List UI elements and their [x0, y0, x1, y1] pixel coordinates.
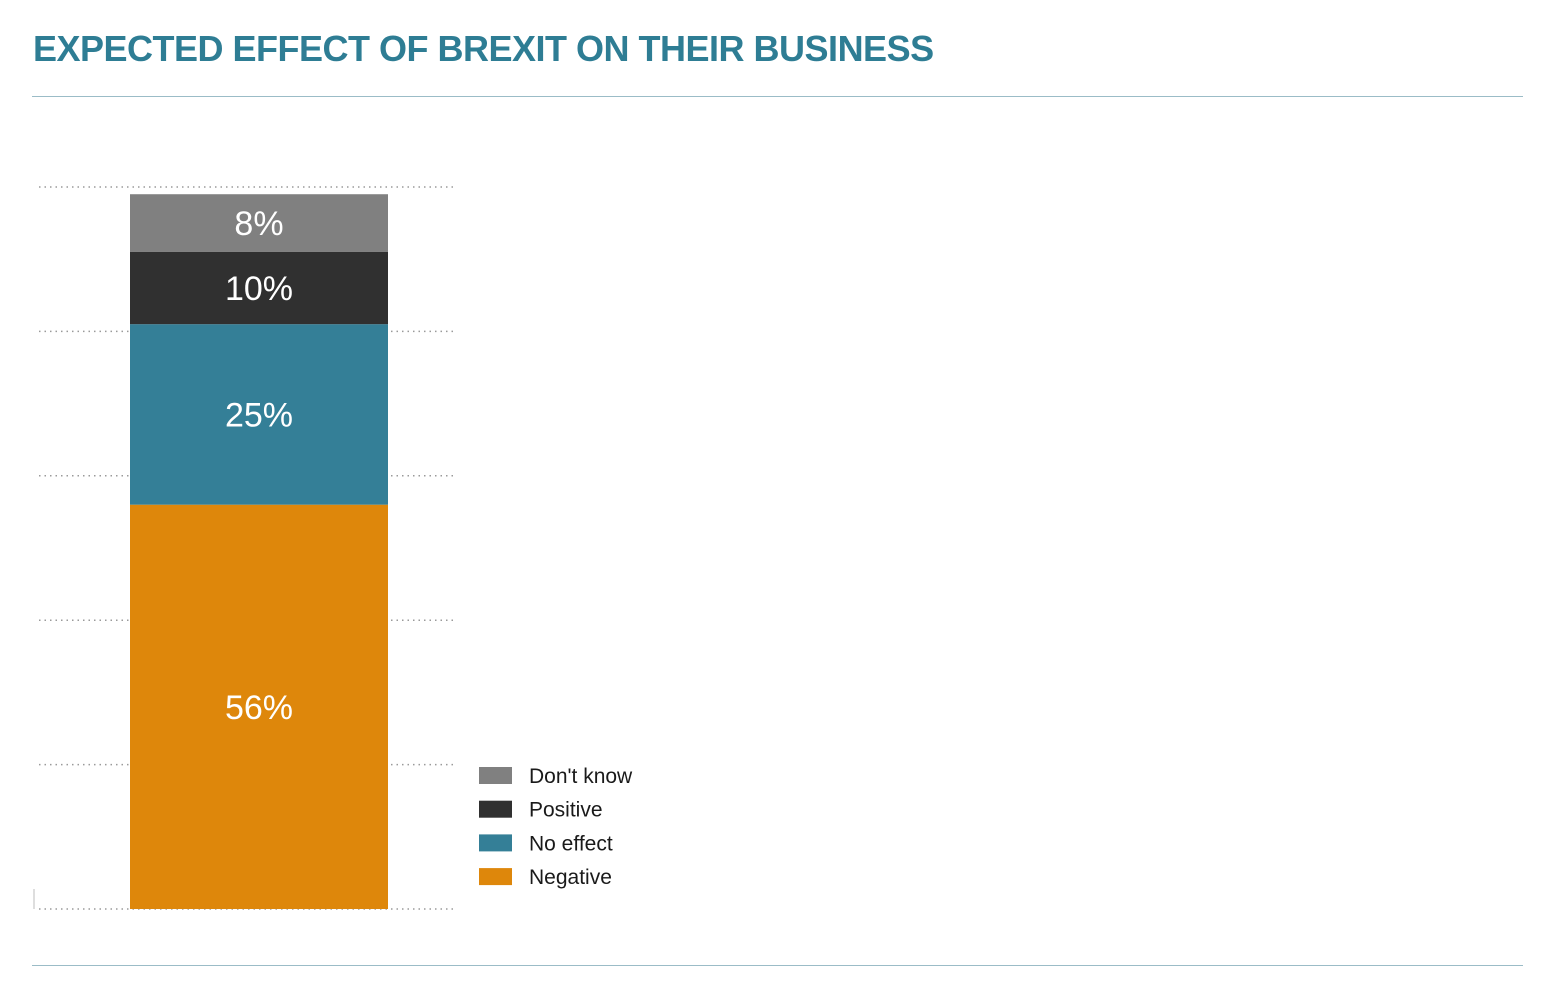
legend-swatch: [479, 800, 512, 818]
bar-segments: [130, 194, 388, 909]
legend-label: Negative: [529, 866, 612, 889]
bar-segment-negative: [130, 504, 388, 909]
bar-segment-positive: [130, 251, 388, 325]
bar-segment-no-effect: [130, 324, 388, 505]
legend-label: Positive: [529, 799, 603, 822]
legend: Don't know Positive No effect Negative: [479, 765, 633, 889]
legend-swatch: [479, 767, 512, 784]
legend-swatch: [479, 834, 512, 852]
data-label: 10%: [225, 270, 293, 308]
chart-title: EXPECTED EFFECT OF BREXIT ON THEIR BUSIN…: [33, 28, 934, 69]
data-label: 8%: [234, 205, 283, 243]
legend-swatch: [479, 868, 512, 886]
data-label: 56%: [225, 689, 293, 727]
bottom-divider: [32, 965, 1523, 966]
bar-segment-don-t-know: [130, 194, 388, 252]
top-divider: [32, 96, 1523, 97]
data-label: 25%: [225, 396, 293, 434]
legend-label: Don't know: [529, 765, 633, 788]
legend-label: No effect: [529, 832, 613, 855]
segment-labels: 56% 25% 10% 8%: [225, 205, 293, 727]
